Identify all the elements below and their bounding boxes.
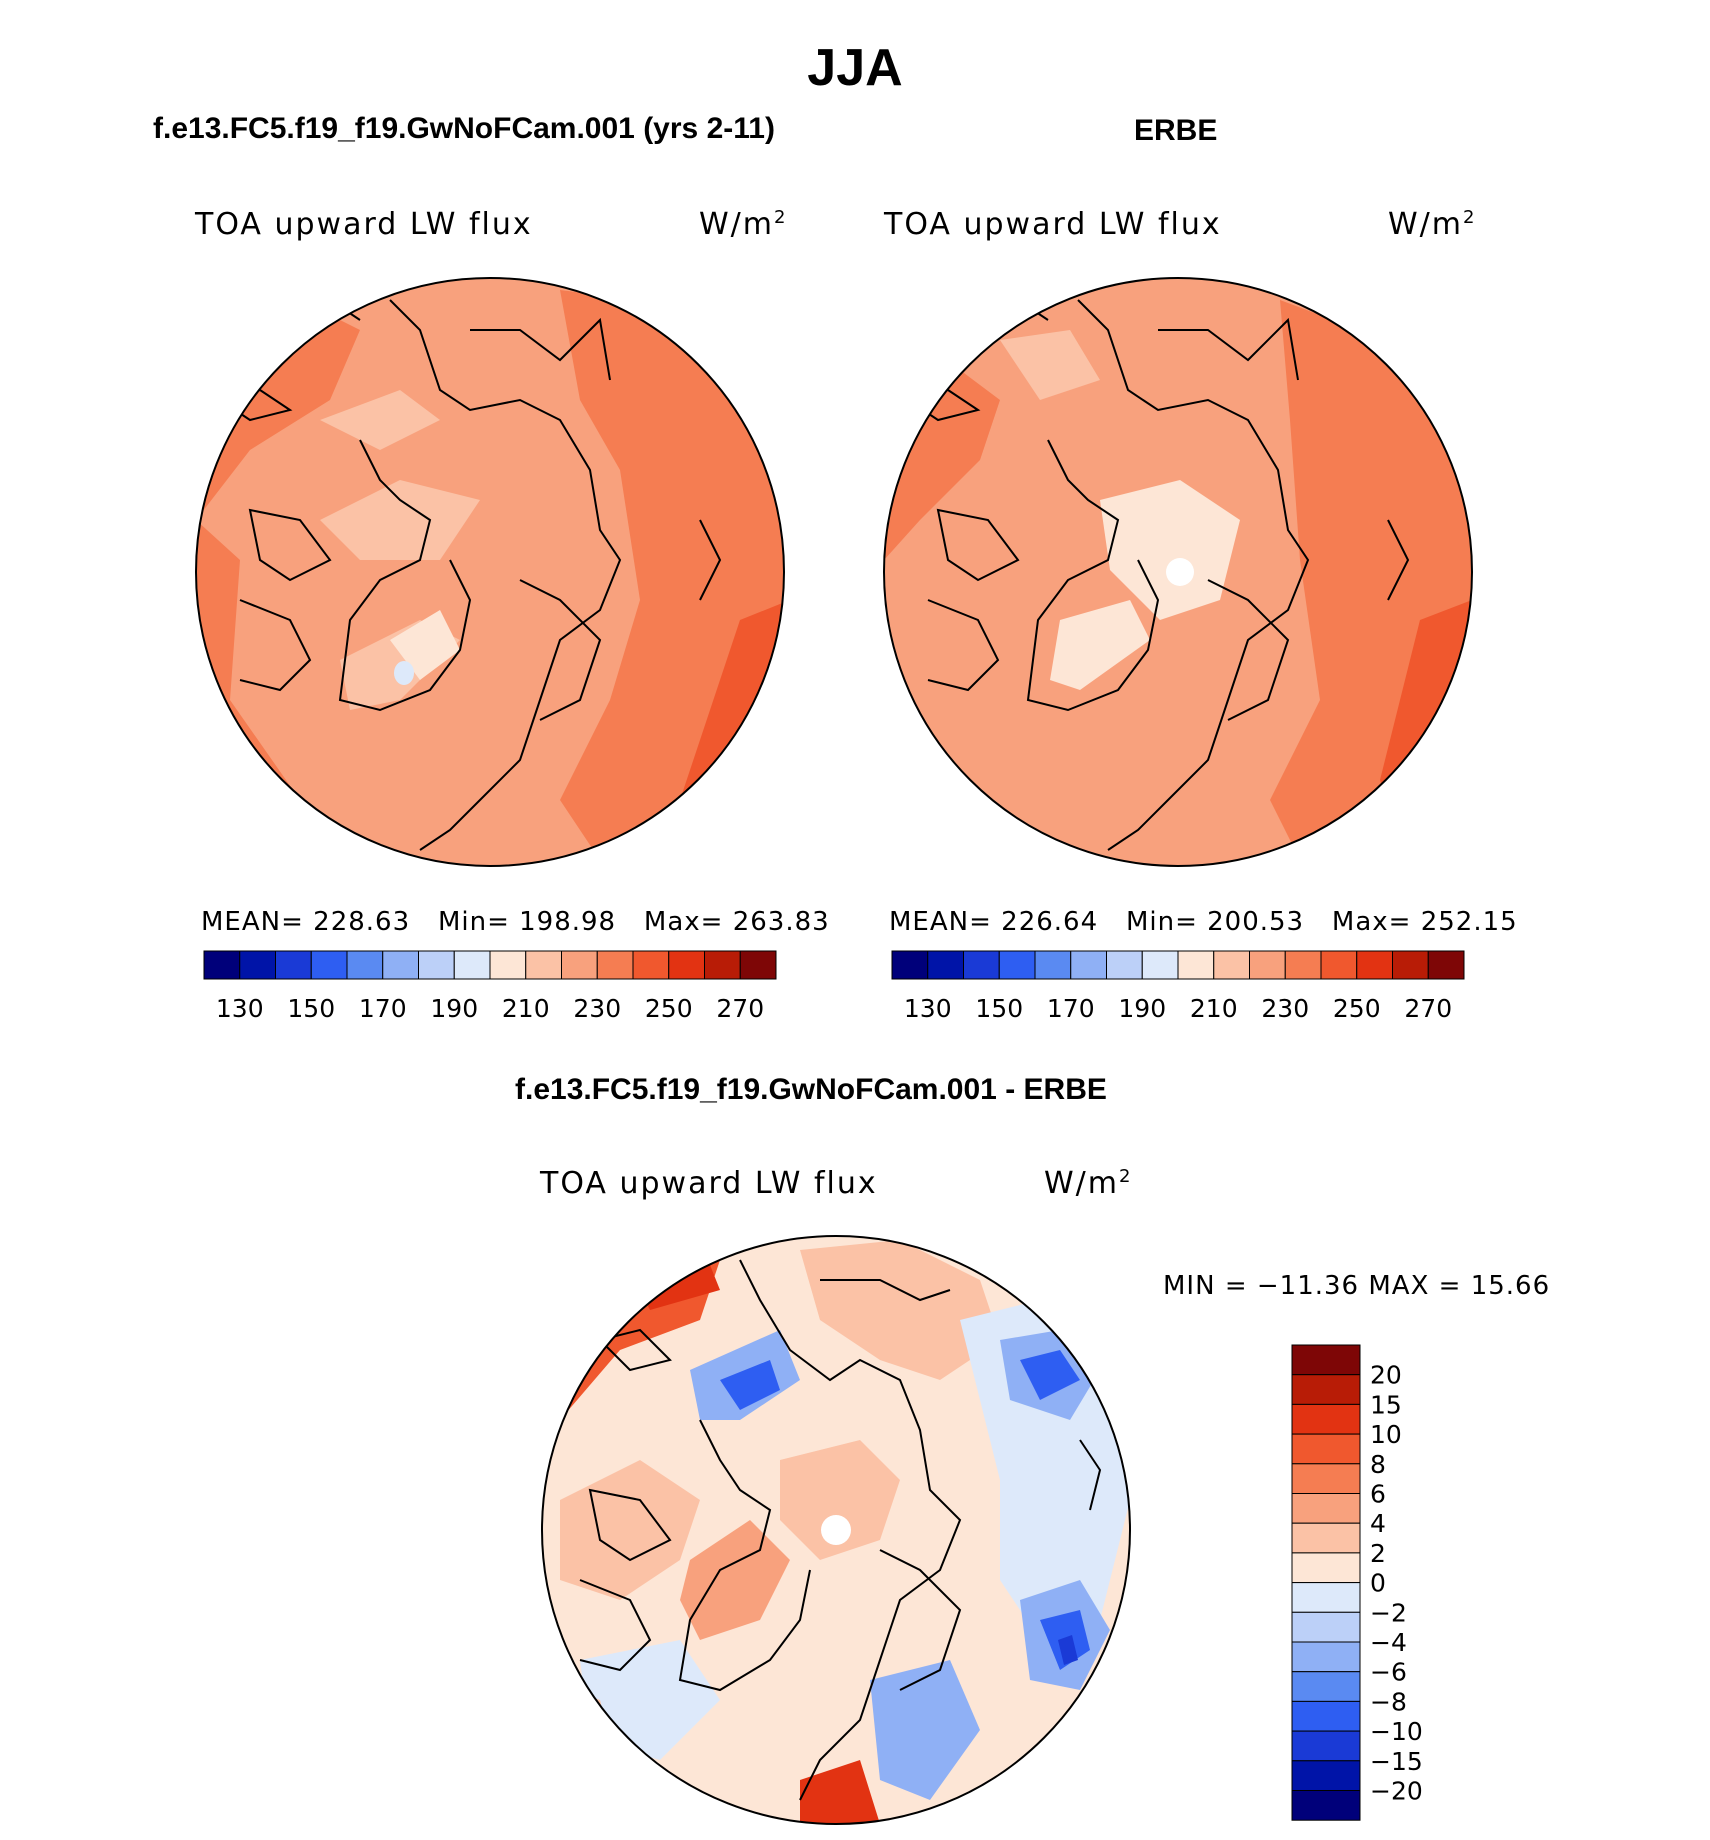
model-colorbar-tick-label: 130	[216, 994, 264, 1023]
season-title: JJA	[807, 39, 903, 97]
obs-colorbar-box	[1284, 950, 1322, 980]
diff-colorbar-box	[1291, 1552, 1361, 1584]
diff-case-title: f.e13.FC5.f19_f19.GwNoFCam.001 - ERBE	[515, 1073, 1107, 1106]
diff-colorbar-box	[1291, 1493, 1361, 1524]
diff-colorbar-tick-label: 4	[1370, 1509, 1386, 1538]
obs-colorbar-tick-label: 270	[1404, 994, 1452, 1023]
diff-colorbar-tick-label: −6	[1370, 1658, 1407, 1687]
diff-colorbar-box	[1291, 1403, 1361, 1435]
obs-colorbar-tick-label: 150	[975, 994, 1023, 1023]
model-colorbar-tick-label: 250	[645, 994, 693, 1023]
model-colorbar-tick-label: 270	[716, 994, 764, 1023]
diff-colorbar-box	[1291, 1374, 1361, 1405]
obs-colorbar-box	[1356, 950, 1393, 980]
diff-colorbar-tick-label: −2	[1370, 1598, 1407, 1627]
obs-colorbar-tick-label: 170	[1047, 994, 1095, 1023]
diff-colorbar-tick-label: 15	[1370, 1390, 1402, 1419]
obs-colorbar-box	[963, 950, 1000, 980]
diff-colorbar-box	[1291, 1671, 1361, 1702]
obs-colorbar-box	[1141, 950, 1179, 980]
obs-stats: MEAN= 226.64 Min= 200.53 Max= 252.15	[889, 907, 1518, 937]
obs-colorbar-tick-label: 190	[1118, 994, 1166, 1023]
obs-colorbar-tick-label: 210	[1190, 994, 1238, 1023]
model-colorbar-box	[346, 950, 384, 980]
model-variable-label: TOA upward LW flux	[195, 207, 533, 242]
model-colorbar-box	[596, 950, 634, 980]
diff-colorbar-tick-label: 6	[1370, 1480, 1386, 1509]
model-colorbar-tick-label: 210	[502, 994, 550, 1023]
diff-colorbar-box	[1291, 1700, 1361, 1732]
diff-colorbar-box	[1291, 1582, 1361, 1613]
diff-units-label: W/m2	[1044, 1166, 1133, 1201]
model-colorbar-box	[561, 950, 598, 980]
obs-colorbar-box	[1320, 950, 1358, 980]
model-colorbar-box	[310, 950, 348, 980]
diff-colorbar-tick-label: −8	[1370, 1687, 1407, 1716]
diff-colorbar-box	[1291, 1522, 1361, 1554]
model-colorbar-box	[668, 950, 705, 980]
diff-minmax: MIN = −11.36 MAX = 15.66	[1163, 1271, 1551, 1301]
model-colorbar-box	[418, 950, 455, 980]
obs-colorbar-box	[1427, 950, 1465, 980]
obs-colorbar-tick-label: 250	[1333, 994, 1381, 1023]
obs-colorbar-tick-label: 130	[904, 994, 952, 1023]
diff-colorbar-box	[1291, 1641, 1361, 1673]
diff-colorbar-tick-label: 2	[1370, 1539, 1386, 1568]
diff-colorbar-tick-label: −20	[1370, 1777, 1423, 1806]
obs-colorbar-box	[891, 950, 929, 980]
obs-units-label: W/m2	[1388, 207, 1477, 242]
obs-colorbar-box	[1249, 950, 1286, 980]
obs-colorbar-box	[1177, 950, 1215, 980]
diff-colorbar-box	[1291, 1760, 1361, 1792]
diff-colorbar-tick-label: −10	[1370, 1717, 1423, 1746]
model-colorbar-box	[203, 950, 241, 980]
model-colorbar-tick-label: 150	[287, 994, 335, 1023]
diff-colorbar-tick-label: 10	[1370, 1420, 1402, 1449]
obs-colorbar-tick-label: 230	[1261, 994, 1309, 1023]
diff-colorbar-tick-label: 0	[1370, 1569, 1386, 1598]
obs-variable-label: TOA upward LW flux	[884, 207, 1222, 242]
model-colorbar-box	[275, 950, 312, 980]
model-colorbar-box	[632, 950, 670, 980]
obs-colorbar-box	[1106, 950, 1143, 980]
obs-case-title: ERBE	[1134, 114, 1218, 147]
diff-colorbar-tick-label: 20	[1370, 1361, 1402, 1390]
diff-colorbar-box	[1291, 1463, 1361, 1495]
model-stats: MEAN= 228.63 Min= 198.98 Max= 263.83	[201, 907, 830, 937]
diff-colorbar-tick-label: −4	[1370, 1628, 1407, 1657]
diff-variable-label: TOA upward LW flux	[540, 1166, 878, 1201]
diff-colorbar-tick-label: −15	[1370, 1747, 1423, 1776]
diff-colorbar-box	[1291, 1611, 1361, 1643]
model-colorbar-tick-label: 190	[430, 994, 478, 1023]
obs-colorbar-box	[1034, 950, 1072, 980]
diff-colorbar-box	[1291, 1730, 1361, 1762]
diff-colorbar-tick-label: 8	[1370, 1450, 1386, 1479]
model-colorbar-tick-label: 170	[359, 994, 407, 1023]
diff-colorbar-box	[1291, 1790, 1361, 1821]
model-colorbar-box	[525, 950, 562, 980]
obs-colorbar-box	[1392, 950, 1429, 980]
diff-colorbar-box	[1291, 1433, 1361, 1465]
obs-colorbar-box	[998, 950, 1036, 980]
model-units-label: W/m2	[699, 207, 788, 242]
diff-colorbar-box	[1291, 1344, 1361, 1376]
model-colorbar-tick-label: 230	[573, 994, 621, 1023]
obs-colorbar-box	[1213, 950, 1250, 980]
obs-colorbar-box	[1070, 950, 1107, 980]
model-case-title: f.e13.FC5.f19_f19.GwNoFCam.001 (yrs 2-11…	[153, 112, 775, 145]
model-colorbar-box	[739, 950, 777, 980]
